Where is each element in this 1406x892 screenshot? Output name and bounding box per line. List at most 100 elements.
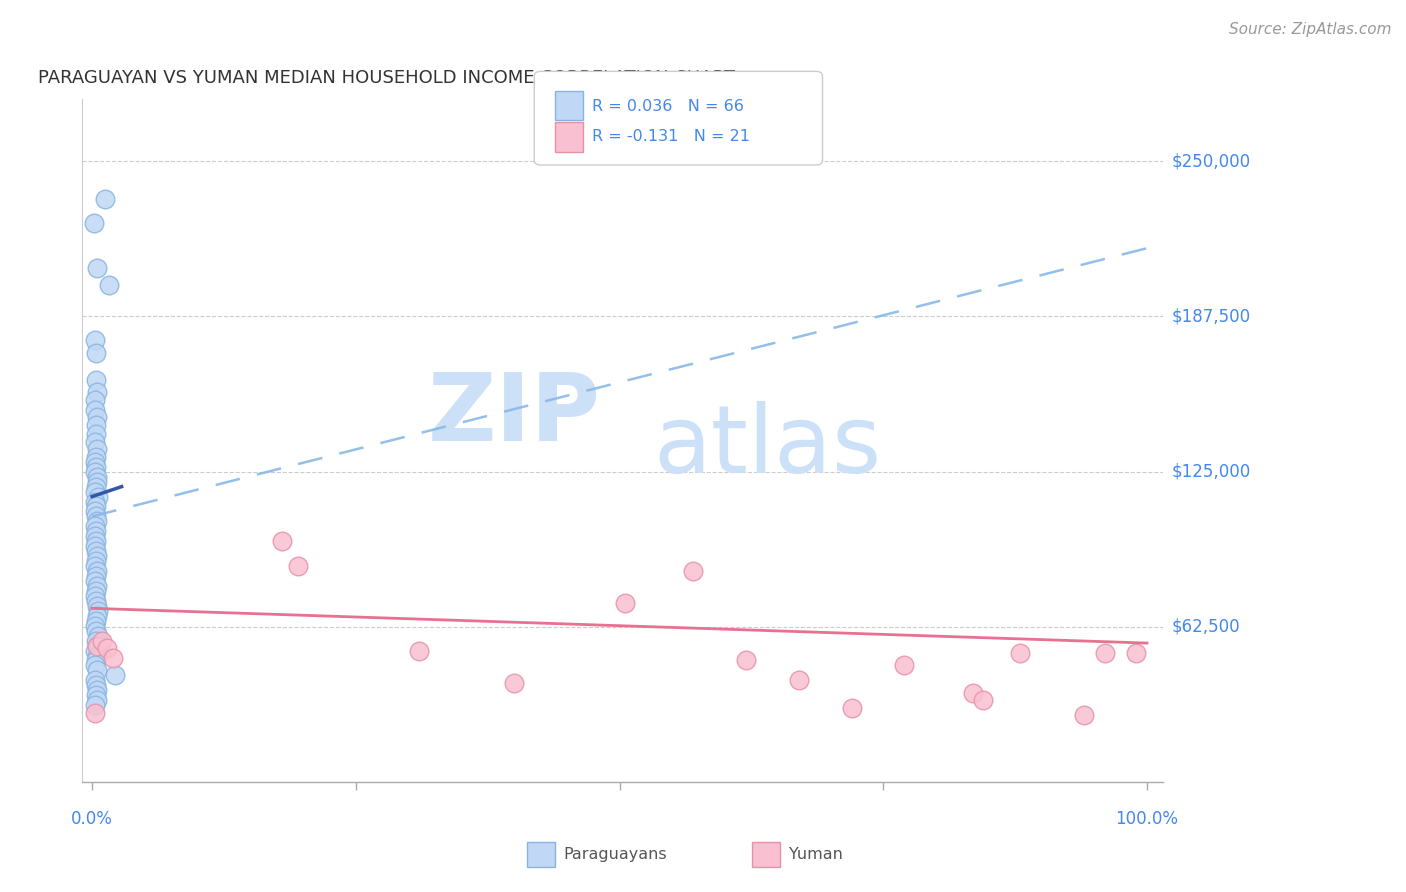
Point	[86, 524, 108, 539]
Point	[84, 504, 107, 518]
Text: PARAGUAYAN VS YUMAN MEDIAN HOUSEHOLD INCOME CORRELATION CHART: PARAGUAYAN VS YUMAN MEDIAN HOUSEHOLD INC…	[38, 69, 735, 87]
Point	[103, 651, 125, 665]
Point	[83, 529, 105, 543]
Text: $62,500: $62,500	[1171, 618, 1240, 636]
Point	[84, 554, 107, 568]
Point	[84, 484, 107, 499]
Point	[86, 549, 108, 563]
Text: Paraguayans: Paraguayans	[564, 847, 668, 862]
Point	[84, 698, 107, 713]
Text: atlas: atlas	[654, 401, 882, 493]
Point	[86, 564, 108, 578]
Point	[84, 480, 107, 494]
Point	[271, 534, 294, 549]
Point	[84, 633, 107, 648]
Point	[1073, 708, 1095, 723]
Point	[86, 469, 108, 483]
Point	[84, 509, 107, 524]
Text: $250,000: $250,000	[1171, 153, 1250, 170]
Point	[86, 653, 108, 667]
Point	[83, 455, 105, 469]
Point	[83, 673, 105, 688]
Point	[96, 641, 118, 656]
Point	[287, 559, 309, 574]
Point	[84, 333, 107, 347]
Point	[84, 618, 107, 632]
Point	[962, 686, 984, 700]
Point	[87, 604, 110, 618]
Point	[83, 392, 105, 407]
Point	[86, 515, 108, 529]
Point	[682, 564, 704, 578]
Point	[83, 216, 105, 230]
Point	[787, 673, 810, 688]
Point	[84, 688, 107, 702]
Point	[84, 373, 107, 387]
Point	[84, 643, 107, 657]
Point	[86, 544, 108, 558]
Point	[104, 668, 127, 682]
Point	[1010, 646, 1032, 660]
Point	[84, 519, 107, 533]
Point	[841, 700, 863, 714]
Point	[94, 192, 117, 206]
Point	[86, 664, 108, 678]
Text: $125,000: $125,000	[1171, 463, 1250, 481]
Point	[83, 574, 105, 588]
Text: Yuman: Yuman	[789, 847, 842, 862]
Text: Source: ZipAtlas.com: Source: ZipAtlas.com	[1229, 22, 1392, 37]
Point	[86, 693, 108, 707]
Point	[84, 465, 107, 479]
Text: R = 0.036   N = 66: R = 0.036 N = 66	[592, 99, 744, 113]
Text: 0.0%: 0.0%	[72, 810, 112, 828]
Point	[86, 427, 108, 442]
Point	[86, 599, 108, 613]
Point	[84, 658, 107, 673]
Point	[972, 693, 994, 707]
Point	[1125, 646, 1147, 660]
Point	[87, 490, 110, 504]
Point	[84, 539, 107, 553]
Point	[84, 434, 107, 449]
Point	[98, 278, 121, 293]
Point	[86, 261, 108, 276]
Point	[87, 629, 110, 643]
Point	[84, 417, 107, 432]
Point	[408, 643, 430, 657]
Text: ZIP: ZIP	[427, 368, 600, 460]
Point	[86, 569, 108, 583]
Point	[86, 639, 108, 653]
Point	[1094, 646, 1116, 660]
Point	[86, 624, 108, 638]
Point	[86, 410, 108, 425]
Point	[86, 345, 108, 359]
Point	[86, 475, 108, 489]
Point	[86, 385, 108, 400]
Point	[84, 614, 107, 628]
Point	[83, 494, 105, 508]
Text: 100.0%: 100.0%	[1115, 810, 1178, 828]
Point	[86, 579, 108, 593]
Point	[735, 653, 758, 667]
Point	[84, 589, 107, 603]
Point	[86, 459, 108, 474]
Point	[84, 450, 107, 464]
Point	[86, 648, 108, 663]
Point	[86, 639, 108, 653]
Point	[86, 683, 108, 698]
Point	[84, 583, 107, 598]
Point	[893, 658, 915, 673]
Point	[86, 678, 108, 692]
Point	[86, 500, 108, 514]
Point	[86, 608, 108, 623]
Point	[84, 534, 107, 549]
Text: $187,500: $187,500	[1171, 308, 1250, 326]
Point	[84, 402, 107, 417]
Point	[90, 633, 112, 648]
Point	[84, 559, 107, 574]
Text: R = -0.131   N = 21: R = -0.131 N = 21	[592, 129, 749, 144]
Point	[86, 594, 108, 608]
Point	[83, 706, 105, 720]
Point	[86, 442, 108, 457]
Point	[613, 596, 636, 610]
